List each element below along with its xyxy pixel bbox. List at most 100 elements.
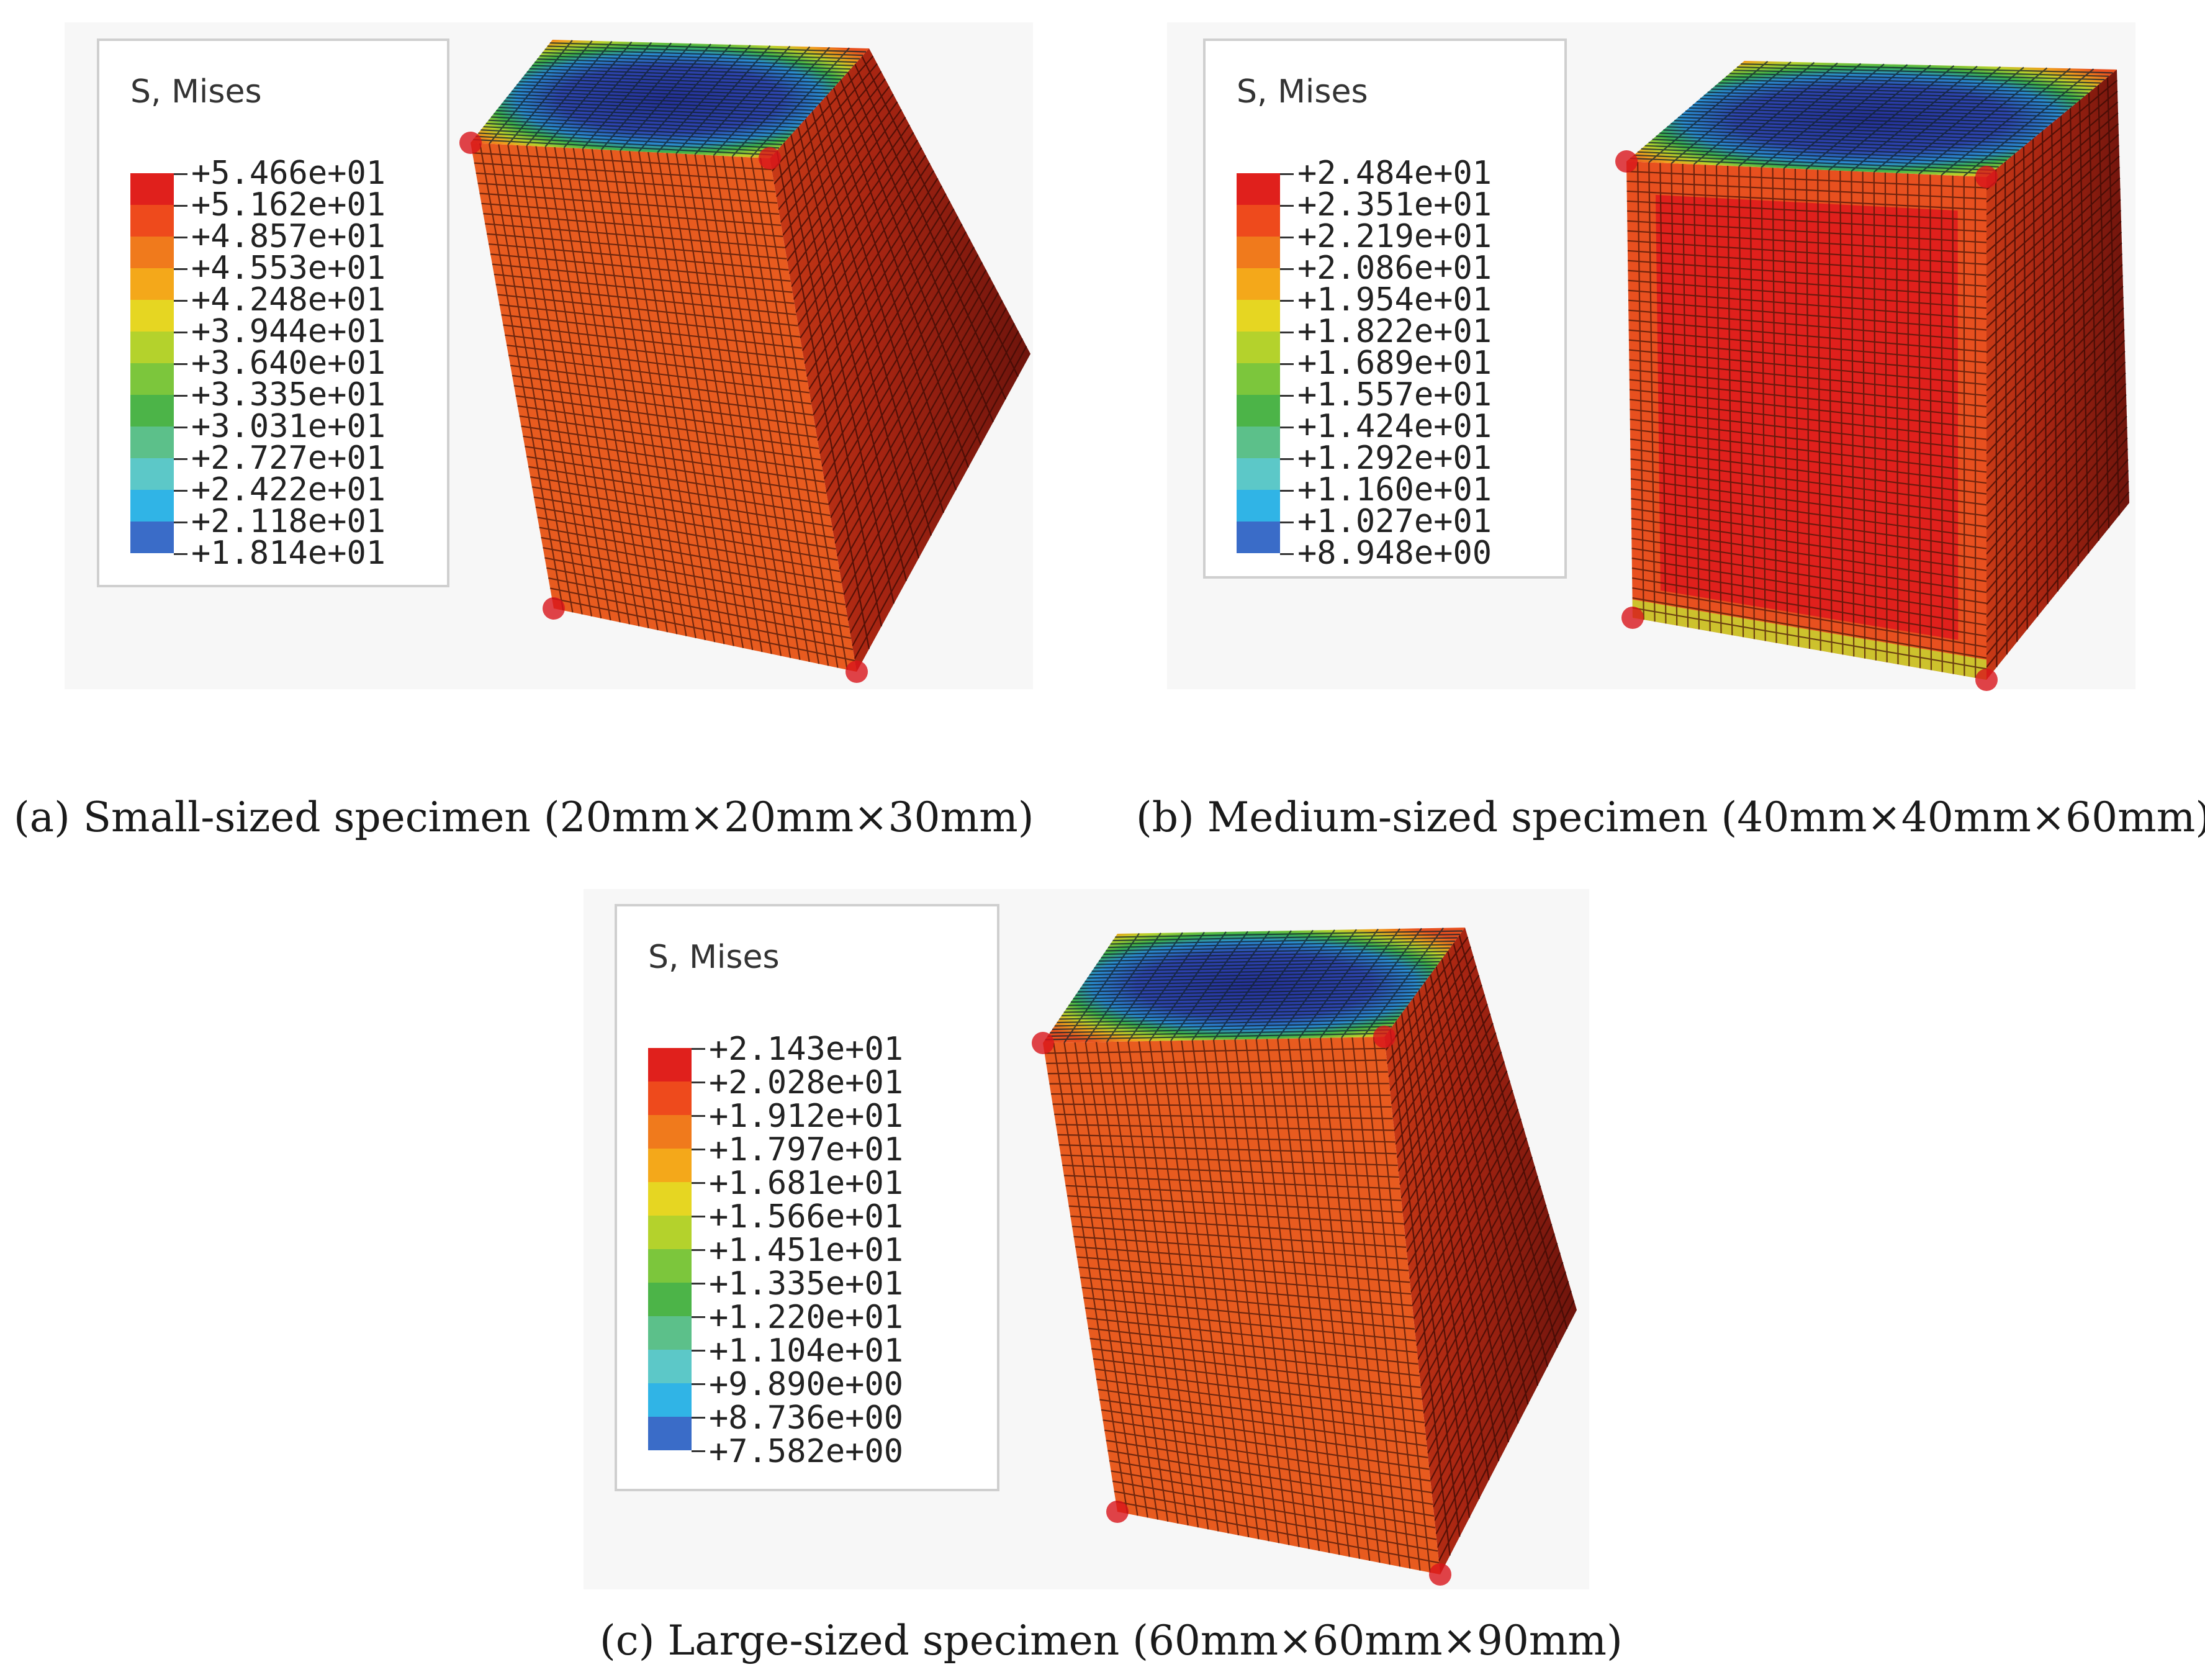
legend-entry: +1.027e+01: [1237, 503, 1559, 553]
legend-swatch: [1237, 427, 1280, 458]
legend-swatch: [648, 1216, 692, 1249]
legend-tick: [174, 427, 187, 428]
legend-entry: +3.335e+01: [130, 376, 453, 427]
legend-tick: [174, 458, 187, 460]
legend-value: +1.689e+01: [1297, 345, 1492, 382]
legend-value: +5.162e+01: [191, 186, 386, 224]
legend-entry: +2.143e+01: [648, 1031, 971, 1082]
legend-value: +1.681e+01: [709, 1164, 904, 1202]
legend-swatch: [1237, 395, 1280, 427]
legend-value: +3.944e+01: [191, 313, 386, 350]
corner-stress-marker: [1975, 166, 1998, 188]
legend-value: +3.335e+01: [191, 376, 386, 413]
legend-tick: [692, 1082, 705, 1083]
legend-entry: +1.220e+01: [648, 1299, 971, 1350]
legend-swatch: [130, 300, 174, 332]
legend-value: +3.640e+01: [191, 345, 386, 382]
legend-entry: +2.118e+01: [130, 503, 453, 553]
legend-swatch: [1237, 268, 1280, 300]
legend-value: +1.027e+01: [1297, 503, 1492, 540]
legend-tick: [1280, 427, 1294, 428]
legend-tick: [1280, 490, 1294, 492]
legend-value: +1.814e+01: [191, 535, 386, 572]
legend-value: +8.736e+00: [709, 1399, 904, 1437]
legend-entry: +3.031e+01: [130, 408, 453, 458]
legend-tick: [692, 1316, 705, 1318]
legend-swatch: [648, 1417, 692, 1450]
legend-tick: [692, 1182, 705, 1184]
legend-tick: [174, 332, 187, 333]
legend-c: S, Mises +2.143e+01 +2.028e+01 +1.912e+01 +…: [615, 904, 999, 1491]
legend-tick: [1280, 363, 1294, 365]
specimen-b-mesh: [1615, 61, 2130, 691]
legend-tick: [692, 1383, 705, 1385]
legend-tick: [692, 1350, 705, 1352]
legend-tick: [692, 1048, 705, 1050]
legend-entry: +1.292e+01: [1237, 440, 1559, 490]
legend-swatch: [130, 205, 174, 237]
legend-swatch: [1237, 300, 1280, 332]
legend-entry: +2.351e+01: [1237, 186, 1559, 237]
corner-stress-marker: [1621, 607, 1644, 629]
legend-value: +1.292e+01: [1297, 440, 1492, 477]
legend-swatch: [648, 1249, 692, 1283]
legend-tick: [174, 553, 187, 555]
legend-entry: +8.736e+00: [648, 1399, 971, 1450]
legend-entry: +4.553e+01: [130, 250, 453, 300]
legend-entry: +4.857e+01: [130, 218, 453, 268]
legend-swatch: [648, 1316, 692, 1350]
legend-entry: +1.954e+01: [1237, 281, 1559, 332]
legend-entry: +2.422e+01: [130, 471, 453, 522]
legend-entry: +1.681e+01: [648, 1165, 971, 1216]
corner-stress-marker: [1615, 150, 1638, 173]
legend-tick: [692, 1216, 705, 1217]
legend-tick: [1280, 458, 1294, 460]
corner-stress-marker: [1373, 1026, 1396, 1048]
legend-tick: [692, 1283, 705, 1285]
legend-tick: [1280, 553, 1294, 555]
side-mesh: [771, 55, 1027, 659]
legend-value: +1.566e+01: [709, 1198, 904, 1235]
legend-value: +1.335e+01: [709, 1265, 904, 1303]
top-mesh: [473, 40, 867, 158]
legend-value: +2.351e+01: [1297, 186, 1492, 224]
legend-tick: [174, 522, 187, 523]
front-mesh: [1626, 161, 1987, 678]
legend-swatch: [648, 1283, 692, 1316]
legend-tick: [692, 1450, 705, 1452]
legend-value: +5.466e+01: [191, 155, 386, 192]
legend-entry: +1.104e+01: [648, 1332, 971, 1383]
legend-swatch: [1237, 490, 1280, 522]
legend-swatch: [1237, 522, 1280, 553]
legend-value: +1.912e+01: [709, 1097, 904, 1135]
legend-tick: [174, 237, 187, 238]
corner-stress-marker: [759, 147, 781, 169]
legend-value: +1.954e+01: [1297, 281, 1492, 318]
legend-entry: +2.028e+01: [648, 1064, 971, 1115]
legend-swatch: [648, 1115, 692, 1149]
legend-entry: +1.451e+01: [648, 1232, 971, 1283]
legend-value: +1.822e+01: [1297, 313, 1492, 350]
legend-value: +1.424e+01: [1297, 408, 1492, 445]
legend-swatch: [130, 458, 174, 490]
legend-tick: [174, 490, 187, 492]
top-mesh: [1045, 927, 1463, 1043]
legend-tick: [174, 300, 187, 302]
legend-entry: +2.086e+01: [1237, 250, 1559, 300]
legend-tick: [1280, 173, 1294, 175]
legend-c-title: S, Mises: [648, 939, 780, 976]
legend-swatch: [130, 427, 174, 458]
specimen-c-mesh: [1032, 927, 1577, 1586]
legend-value: +1.797e+01: [709, 1131, 904, 1168]
legend-tick: [174, 173, 187, 175]
specimen-side-face: [770, 48, 1030, 672]
legend-entry: +3.640e+01: [130, 345, 453, 395]
legend-tick: [692, 1149, 705, 1150]
legend-entry: +1.822e+01: [1237, 313, 1559, 363]
legend-tick: [692, 1115, 705, 1117]
legend-entry: +4.248e+01: [130, 281, 453, 332]
legend-swatch: [1237, 173, 1280, 205]
legend-value: +4.553e+01: [191, 250, 386, 287]
legend-entry: +5.466e+01: [130, 155, 453, 205]
legend-value: +2.484e+01: [1297, 155, 1492, 192]
